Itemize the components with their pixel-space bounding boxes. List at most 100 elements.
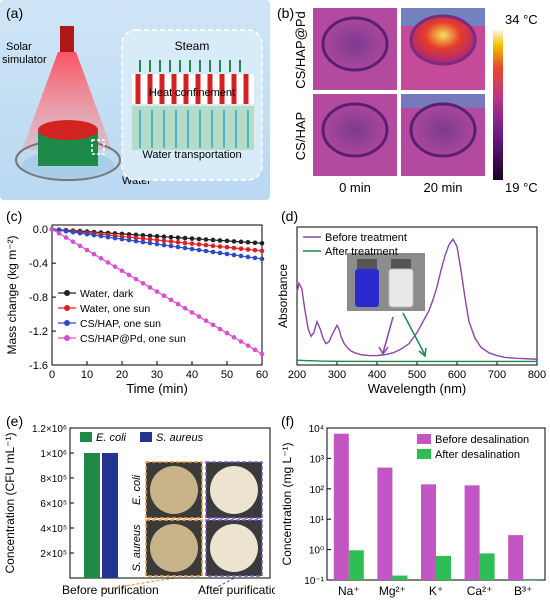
x-axis-label: Time (min) — [126, 381, 188, 396]
data-point — [140, 233, 146, 238]
x-tick-label: 500 — [408, 369, 426, 381]
panel-c: (c) 0 10 20 30 40 50 60 0.0 -0.4 -0.8 -1.2 -1.6 Time… — [0, 205, 275, 405]
data-point — [259, 240, 265, 246]
water-transport-label: Water transportation — [142, 149, 241, 161]
panel-a-schematic: (a) Solar simulator Water Steam Heat conf… — [2, 5, 263, 187]
data-point — [210, 322, 216, 328]
data-point — [147, 285, 153, 290]
data-point — [161, 242, 167, 248]
data-point — [231, 239, 237, 244]
steam-label: Steam — [175, 39, 210, 53]
data-point — [105, 260, 111, 265]
y-tick-label: 10⁰ — [309, 546, 324, 557]
heat-confinement-label: Heat confinement — [149, 87, 235, 99]
y-tick-label: 6×10⁵ — [40, 499, 67, 510]
data-point — [133, 276, 139, 282]
x-category-label: Mg²⁺ — [379, 584, 406, 598]
panel-b-thermal: (b) CS/HAP@Pd CS/HAP 0 min 20 min 34 °C … — [277, 5, 538, 195]
thermal-image-hap-0min — [313, 94, 397, 176]
panel-f-label: (f) — [281, 413, 294, 429]
y-tick-label: 10² — [310, 485, 325, 496]
data-point — [63, 228, 69, 234]
data-point — [147, 240, 153, 246]
data-point — [182, 305, 188, 311]
data-point — [224, 251, 230, 257]
series-line — [296, 359, 537, 363]
y-tick-label: 2×10⁵ — [40, 549, 67, 560]
data-point — [105, 234, 111, 240]
panel-c-label: (c) — [6, 208, 22, 224]
culture-dish-photos — [145, 461, 263, 577]
series-line — [296, 237, 538, 360]
data-point — [224, 244, 230, 250]
data-point — [217, 326, 223, 332]
chart-e: (e) E. coli S. aureus 2×10⁵ 4×10⁵ 6×10⁵ 8×1… — [3, 413, 275, 597]
y-tick-label: 0.0 — [33, 224, 48, 236]
panel-a-label: (a) — [6, 5, 23, 21]
data-point — [133, 235, 139, 241]
arrow-before-head — [378, 346, 389, 356]
data-point — [168, 297, 174, 303]
legend-entry: S. aureus — [156, 432, 204, 444]
data-point — [210, 243, 216, 249]
y-axis-label: Mass change (kg m⁻²) — [5, 235, 19, 354]
data-point — [231, 245, 237, 251]
data-point — [210, 249, 216, 255]
bar — [508, 535, 524, 580]
data-point — [196, 314, 202, 319]
x-axis-label: Wavelength (nm) — [368, 381, 467, 396]
x-tick-label: 400 — [368, 369, 386, 381]
data-point — [56, 231, 62, 236]
dish-row-saureus: S. aureus — [131, 524, 143, 572]
panel-e-label: (e) — [6, 413, 23, 429]
bar — [464, 485, 480, 580]
data-point — [112, 264, 118, 269]
legend-entry: CS/HAP, one sun — [80, 318, 161, 330]
y-tick-label: 8×10⁵ — [40, 474, 67, 485]
bar — [392, 575, 408, 580]
data-point — [63, 235, 69, 240]
data-point — [210, 237, 216, 243]
data-point — [224, 238, 230, 244]
data-point — [231, 335, 237, 340]
data-point — [147, 233, 153, 239]
legend-entry: CS/HAP@Pd, one sun — [80, 333, 186, 345]
bar — [479, 553, 495, 580]
bar — [377, 467, 393, 580]
bar — [348, 550, 364, 580]
data-point — [196, 247, 202, 253]
data-point — [217, 238, 223, 243]
y-tick-label: 10⁻¹ — [304, 576, 324, 587]
y-axis-label: Concentration (mg L⁻¹) — [280, 442, 294, 565]
data-point — [161, 238, 167, 244]
data-point — [189, 310, 195, 315]
data-point — [203, 248, 209, 254]
data-point — [252, 255, 258, 261]
data-point — [245, 247, 251, 252]
legend-swatch — [140, 432, 152, 442]
legend-swatch — [417, 434, 431, 444]
data-point — [77, 243, 83, 249]
data-point — [238, 246, 244, 252]
legend-entry: Water, one sun — [80, 303, 150, 315]
data-point — [168, 243, 174, 249]
data-point — [161, 234, 167, 240]
x-tick-label: 600 — [448, 369, 466, 381]
legend-entry: After treatment — [325, 246, 398, 258]
data-point — [175, 244, 181, 250]
data-point — [245, 343, 251, 348]
data-point — [259, 256, 265, 262]
chart-f: (f) 10⁻¹ 10⁰ 10¹ 10² 10³ 10⁴ Concentration (mg… — [280, 413, 546, 598]
data-point — [154, 241, 160, 247]
data-point — [238, 339, 244, 344]
data-point — [182, 245, 188, 251]
legend-entry: Before treatment — [325, 232, 407, 244]
arrow-after-vial — [402, 312, 426, 356]
data-point — [154, 237, 160, 243]
data-point — [70, 229, 76, 235]
colorbar — [493, 30, 503, 180]
data-point — [189, 246, 195, 252]
data-point — [182, 235, 188, 241]
data-point — [252, 247, 258, 253]
panel-d-label: (d) — [281, 208, 298, 224]
